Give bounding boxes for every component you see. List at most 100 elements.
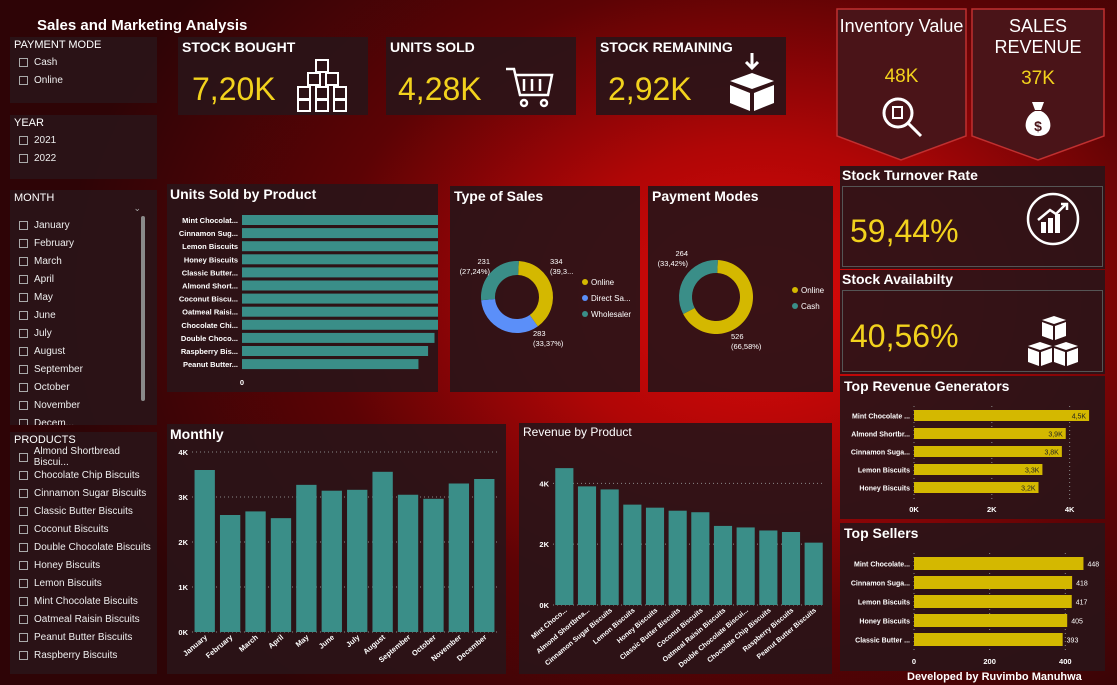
bar[interactable]	[555, 468, 574, 605]
slicer-option[interactable]: Oatmeal Raisin Biscuits	[19, 610, 153, 628]
bar[interactable]	[914, 633, 1063, 646]
bar[interactable]	[242, 241, 438, 252]
slicer-option[interactable]: July	[19, 324, 153, 342]
slicer-option[interactable]: 2022	[19, 149, 153, 167]
type-of-sales-chart[interactable]: Online Direct Sa... Wholesaler 334(39,3... 2…	[450, 186, 640, 392]
checkbox[interactable]	[19, 578, 28, 588]
checkbox[interactable]	[19, 153, 28, 163]
bar[interactable]	[242, 293, 438, 304]
donut-slice[interactable]	[481, 261, 519, 301]
checkbox[interactable]	[19, 135, 28, 145]
checkbox[interactable]	[19, 470, 28, 480]
bar[interactable]	[296, 484, 317, 632]
bar[interactable]	[347, 489, 368, 632]
legend-marker[interactable]	[792, 303, 798, 309]
bar[interactable]	[668, 510, 687, 605]
bar[interactable]	[914, 576, 1073, 589]
payment-mode-slicer[interactable]: PAYMENT MODE Cash Online	[10, 37, 157, 103]
donut-slice[interactable]	[683, 260, 753, 334]
legend-marker[interactable]	[582, 295, 588, 301]
bar[interactable]	[914, 482, 1039, 493]
bar[interactable]	[713, 525, 733, 605]
slicer-option[interactable]: Cash	[19, 53, 153, 71]
bar[interactable]	[242, 332, 435, 343]
checkbox[interactable]	[19, 364, 28, 374]
bar[interactable]	[219, 515, 241, 632]
chevron-down-icon[interactable]: ⌄	[133, 203, 141, 213]
bar[interactable]	[194, 470, 215, 632]
bar[interactable]	[242, 228, 438, 239]
bar[interactable]	[321, 490, 342, 632]
bar[interactable]	[448, 483, 470, 633]
payment-modes-chart[interactable]: Online Cash 526(66,58%) 264(33,42%)	[648, 186, 833, 392]
donut-slice[interactable]	[518, 261, 553, 327]
checkbox[interactable]	[19, 328, 28, 338]
bar[interactable]	[242, 319, 438, 330]
donut-slice[interactable]	[679, 260, 718, 315]
slicer-option[interactable]: Online	[19, 71, 153, 89]
year-slicer[interactable]: YEAR 2021 2022	[10, 115, 157, 179]
bar[interactable]	[242, 267, 438, 278]
slicer-option[interactable]: March	[19, 252, 153, 270]
legend-marker[interactable]	[582, 311, 588, 317]
checkbox[interactable]	[19, 488, 28, 498]
bar[interactable]	[242, 359, 419, 370]
top-sellers-chart[interactable]: Mint Chocolate... 448 Cinnamon Suga... 418 L…	[840, 523, 1105, 671]
bar[interactable]	[242, 346, 429, 356]
slicer-option[interactable]: May	[19, 288, 153, 306]
checkbox[interactable]	[19, 452, 28, 462]
bar[interactable]	[623, 504, 642, 605]
checkbox[interactable]	[19, 506, 28, 516]
slicer-option[interactable]: 2021	[19, 131, 153, 149]
bar[interactable]	[242, 215, 438, 225]
slicer-option[interactable]: August	[19, 342, 153, 360]
checkbox[interactable]	[19, 292, 28, 302]
slicer-option[interactable]: September	[19, 360, 153, 378]
checkbox[interactable]	[19, 596, 28, 606]
checkbox[interactable]	[19, 614, 28, 624]
bar[interactable]	[804, 542, 823, 605]
products-slicer[interactable]: PRODUCTS Almond Shortbread Biscui... Choc…	[10, 432, 157, 674]
bar[interactable]	[759, 530, 778, 605]
bar[interactable]	[397, 494, 419, 632]
checkbox[interactable]	[19, 220, 28, 230]
checkbox[interactable]	[19, 57, 28, 67]
slicer-option[interactable]: April	[19, 270, 153, 288]
checkbox[interactable]	[19, 346, 28, 356]
bar[interactable]	[245, 511, 266, 632]
scrollbar[interactable]	[141, 216, 145, 401]
bar[interactable]	[423, 498, 444, 632]
bar[interactable]	[914, 464, 1043, 475]
slicer-option[interactable]: Classic Butter Biscuits	[19, 502, 153, 520]
checkbox[interactable]	[19, 542, 28, 552]
legend-marker[interactable]	[792, 287, 798, 293]
checkbox[interactable]	[19, 238, 28, 248]
checkbox[interactable]	[19, 560, 28, 570]
checkbox[interactable]	[19, 256, 28, 266]
bar[interactable]	[474, 479, 495, 632]
slicer-option[interactable]: Almond Shortbread Biscui...	[19, 446, 153, 468]
slicer-option[interactable]: Coconut Biscuits	[19, 520, 153, 538]
checkbox[interactable]	[19, 310, 28, 320]
slicer-option[interactable]: Chocolate Chip Biscuits	[19, 466, 153, 484]
bar[interactable]	[270, 518, 292, 632]
bar[interactable]	[914, 410, 1090, 421]
checkbox[interactable]	[19, 632, 28, 642]
top-revenue-chart[interactable]: Mint Chocolate ... 4,5K Almond Shortbr... 3…	[840, 376, 1105, 519]
checkbox[interactable]	[19, 400, 28, 410]
month-slicer[interactable]: MONTH ⌄ January February March April May June…	[10, 190, 157, 425]
bar[interactable]	[242, 306, 438, 317]
bar[interactable]	[691, 512, 710, 605]
bar[interactable]	[372, 471, 393, 632]
bar[interactable]	[914, 557, 1084, 570]
bar[interactable]	[781, 532, 801, 605]
units-by-product-chart[interactable]: Mint Chocolat... Cinnamon Sug... Lemon Bis…	[167, 184, 438, 392]
slicer-option[interactable]: Peanut Butter Biscuits	[19, 628, 153, 646]
checkbox[interactable]	[19, 274, 28, 284]
donut-slice[interactable]	[481, 298, 538, 333]
slicer-option[interactable]: October	[19, 378, 153, 396]
bar[interactable]	[914, 446, 1062, 457]
slicer-option[interactable]: February	[19, 234, 153, 252]
legend-marker[interactable]	[582, 279, 588, 285]
